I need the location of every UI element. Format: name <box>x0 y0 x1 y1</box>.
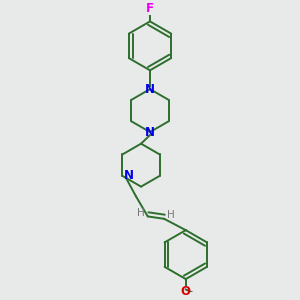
Text: N: N <box>145 82 155 96</box>
Text: H: H <box>167 210 175 220</box>
Text: N: N <box>124 169 134 182</box>
Text: F: F <box>146 2 154 15</box>
Text: O: O <box>181 285 191 298</box>
Text: N: N <box>145 126 155 139</box>
Text: H: H <box>137 208 145 218</box>
